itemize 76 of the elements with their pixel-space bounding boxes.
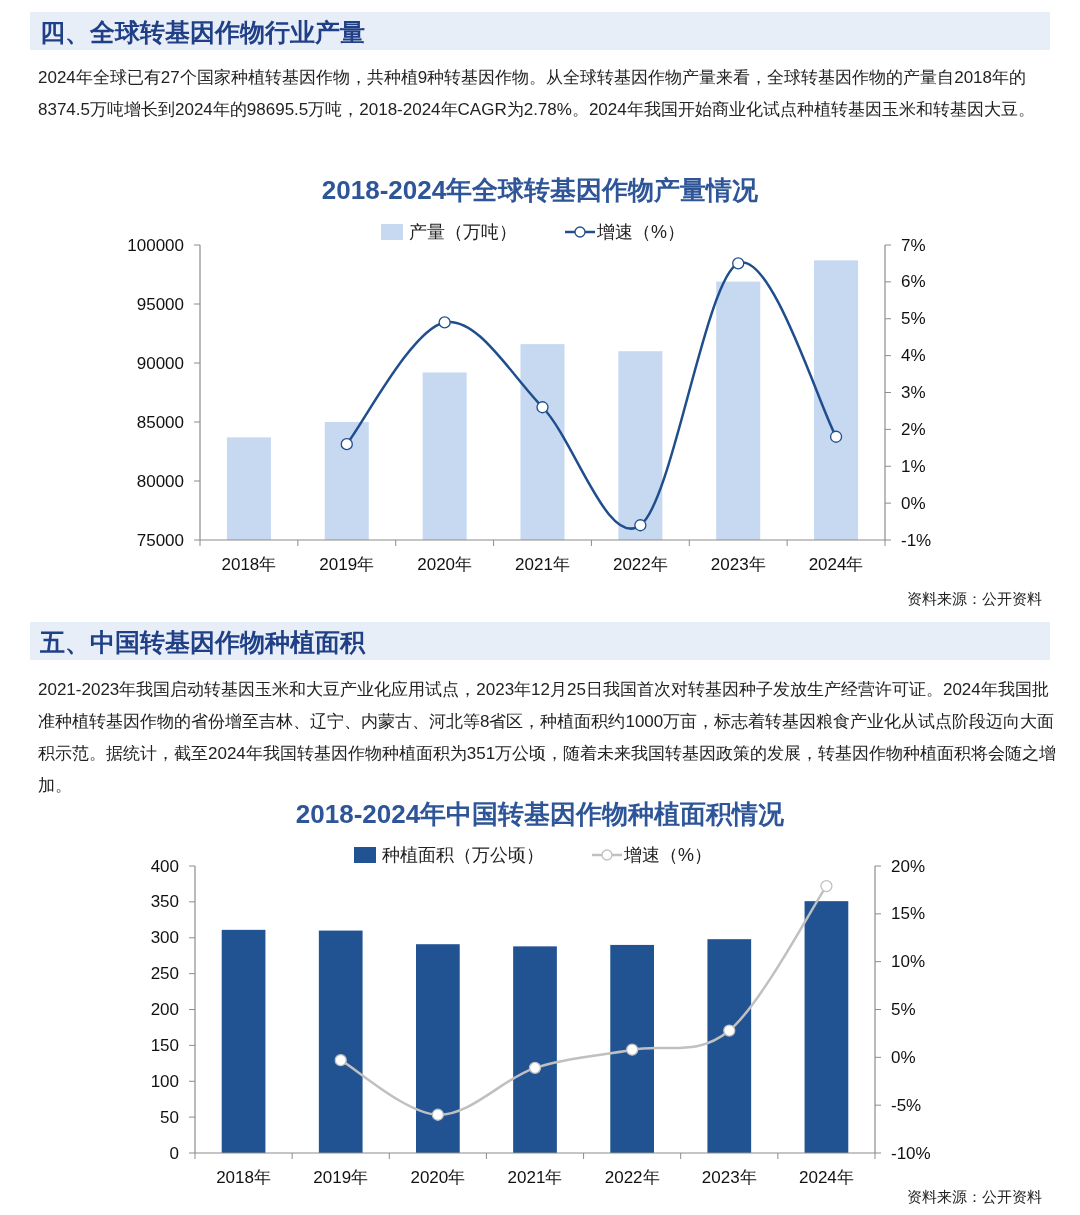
y-tick-label: 100000 — [127, 235, 184, 255]
y-tick-label: 100 — [150, 1071, 179, 1091]
bar — [513, 946, 557, 1153]
y-tick-label: 250 — [150, 964, 179, 984]
y-tick-label: 0 — [169, 1143, 179, 1163]
y2-tick-label: -10% — [891, 1143, 931, 1163]
y-tick-label: 90000 — [136, 353, 184, 373]
y2-tick-label: 3% — [901, 383, 926, 402]
y2-tick-label: 0% — [901, 493, 926, 513]
x-tick-label: 2018年 — [216, 1167, 271, 1187]
legend-label: 增速（%） — [596, 222, 686, 242]
point — [625, 1043, 639, 1056]
bar — [707, 939, 752, 1153]
legend-label: 增速（%） — [623, 845, 713, 865]
y2-tick-label: 5% — [891, 1000, 916, 1019]
x-tick-label: 2024年 — [808, 554, 864, 574]
x-tick-label: 2021年 — [515, 554, 570, 574]
point — [732, 257, 745, 270]
x-tick-label: 2020年 — [417, 554, 473, 574]
legend-label: 产量（万吨） — [409, 222, 517, 242]
y-tick-label: 150 — [150, 1035, 179, 1055]
x-tick-label: 2021年 — [507, 1167, 563, 1187]
y-tick-label: 350 — [150, 892, 179, 912]
y2-tick-label: 0% — [891, 1047, 916, 1067]
text: 资料来源：公开资料 — [907, 590, 1042, 609]
y2-tick-label: 20% — [891, 856, 926, 876]
x-tick-label: 2022年 — [612, 554, 668, 574]
bar — [221, 929, 266, 1153]
x-tick-label: 2019年 — [313, 1167, 369, 1187]
y-tick-label: 85000 — [136, 412, 184, 432]
y-tick-label: 80000 — [136, 471, 184, 491]
y2-tick-label: 5% — [901, 309, 926, 329]
point — [723, 1024, 736, 1037]
text: 2021-2023年我国启动转基因玉米和大豆产业化应用试点，2023年12月25日我国首次对转基因种子发放生产经营许可证。2024年我国批准种植转基因作物的省份增至吉林、辽宁、内蒙古、河北等8省区，种植面积约1000万亩，标志着转基因粮食产业化从试点阶段迈向大面积示范。据统计，截至2024年我国转基因作物种植面积为351万公顷，随着未来我国转基因政策的发展，转基因作物种植面积将会随之增加。 — [38, 680, 1057, 795]
x-tick-label: 2019年 — [319, 554, 375, 574]
y2-tick-label: -5% — [891, 1095, 922, 1115]
text: 四、全球转基因作物行业产量 — [40, 17, 365, 48]
point — [536, 401, 549, 414]
y2-tick-label: 1% — [901, 456, 926, 476]
point — [634, 519, 647, 532]
x-tick-label: 2020年 — [410, 1167, 466, 1187]
y-tick-label: 400 — [150, 856, 179, 876]
x-tick-label: 2023年 — [710, 554, 766, 574]
legend-label: 种植面积（万公顷） — [382, 845, 544, 865]
x-tick-label: 2018年 — [221, 554, 277, 574]
y-tick-label: 50 — [160, 1107, 179, 1127]
y2-tick-label: 10% — [891, 952, 926, 972]
x-tick-label: 2022年 — [604, 1167, 660, 1187]
x-tick-label: 2024年 — [799, 1167, 854, 1187]
point — [431, 1108, 445, 1121]
point — [334, 1054, 347, 1067]
bar — [610, 944, 654, 1153]
y2-tick-label: 2% — [901, 419, 926, 439]
text: 2024年全球已有27个国家种植转基因作物，共种植9种转基因作物。从全球转基因作物产量来看，全球转基因作物的产量自2018年的8374.5万吨增长到2024年的98695.5万吨，2018-2024年CAGR为2.78%。2024年我国开始商业化试点种植转基因玉米和转基因大豆。 — [38, 67, 1036, 121]
y-tick-label: 200 — [150, 1000, 179, 1019]
bar — [318, 930, 363, 1153]
chart-title: 2018-2024年中国转基因作物种植面积情况 — [295, 799, 786, 829]
x-tick-label: 2023年 — [701, 1167, 757, 1187]
point — [438, 316, 451, 329]
text: 资料来源：公开资料 — [907, 1188, 1042, 1207]
text: 五、中国转基因作物种植面积 — [40, 627, 365, 658]
point — [820, 879, 833, 893]
y-tick-label: 300 — [150, 928, 179, 948]
y2-tick-label: 6% — [901, 272, 926, 292]
y2-tick-label: -1% — [901, 530, 932, 550]
y2-tick-label: 7% — [901, 235, 926, 255]
point — [528, 1061, 542, 1075]
chart-title: 2018-2024年全球转基因作物产量情况 — [321, 175, 760, 205]
y2-tick-label: 15% — [891, 904, 926, 924]
bar — [416, 944, 460, 1153]
point — [340, 437, 353, 451]
y2-tick-label: 4% — [901, 346, 926, 366]
y-tick-label: 75000 — [136, 530, 184, 550]
bar — [804, 901, 849, 1153]
point — [829, 430, 843, 443]
y-tick-label: 95000 — [136, 294, 184, 314]
